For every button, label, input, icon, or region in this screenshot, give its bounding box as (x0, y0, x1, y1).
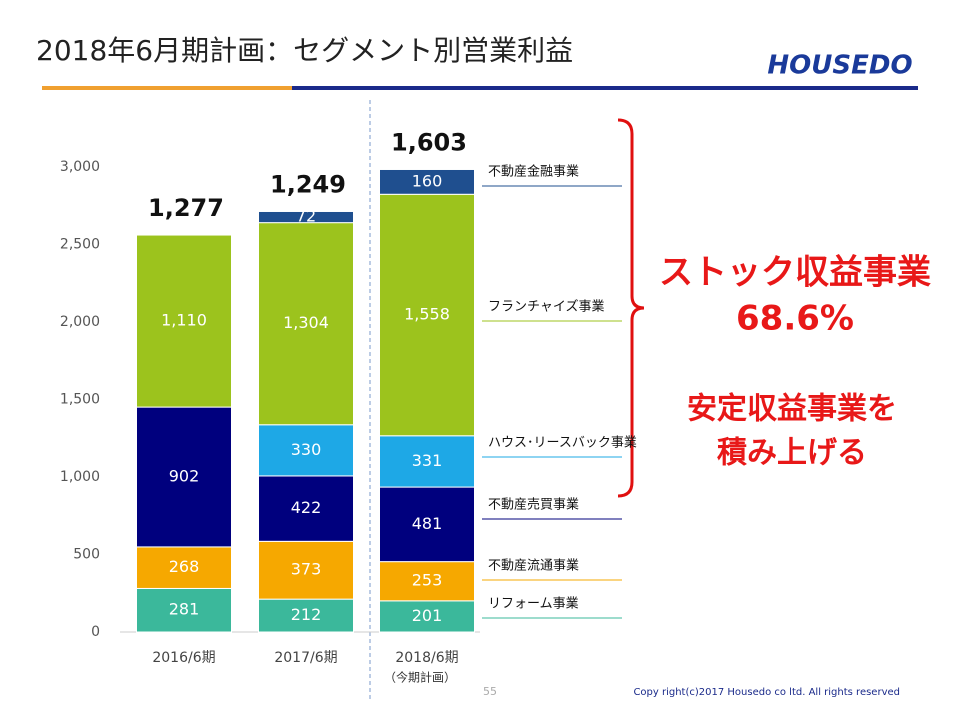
slide-title: 2018年6月期計画：セグメント別営業利益 (36, 34, 573, 67)
x-tick-label: 2017/6期 (274, 650, 337, 666)
y-tick-label: 1,000 (60, 469, 100, 485)
bar-segment (379, 168, 475, 195)
y-tick-label: 500 (73, 547, 100, 563)
data-label: 373 (291, 560, 322, 579)
logo: HOUSEDO (767, 51, 912, 81)
bar-segment (258, 598, 354, 633)
data-label: 330 (291, 440, 322, 459)
y-tick-label: 2,500 (60, 237, 100, 253)
copyright: Copy right(c)2017 Housedo co ltd. All ri… (633, 687, 900, 698)
y-tick-label: 3,000 (60, 159, 100, 175)
legend-label: フランチャイズ事業 (488, 299, 604, 315)
legend-label: 不動産金融事業 (488, 164, 579, 180)
annotation: 68.6% (736, 299, 854, 339)
data-label: 422 (291, 498, 322, 517)
data-label: 331 (412, 451, 443, 470)
data-label: 72 (296, 207, 316, 226)
data-label: 268 (169, 557, 200, 576)
bar-segment (258, 210, 354, 224)
bar-segment (379, 600, 475, 633)
title-rule-blue (292, 86, 918, 90)
bar-segment (258, 540, 354, 600)
data-label: 253 (412, 571, 443, 590)
annotation: 積み上げる (717, 436, 867, 471)
data-label: 1,558 (404, 305, 450, 324)
total-label: 1,603 (391, 128, 467, 156)
bar-segment (379, 193, 475, 437)
bar-segment (136, 406, 232, 548)
legend-label: 不動産流通事業 (488, 558, 579, 574)
data-label: 160 (412, 171, 443, 190)
legend-label: 不動産売買事業 (488, 497, 579, 513)
legend-label: リフォーム事業 (488, 596, 579, 612)
data-label: 212 (291, 605, 322, 624)
y-tick-label: 2,000 (60, 314, 100, 330)
data-label: 201 (412, 606, 443, 625)
page-number: 55 (483, 685, 497, 698)
data-label: 902 (169, 467, 200, 486)
y-tick-label: 1,500 (60, 392, 100, 408)
total-label: 1,277 (148, 194, 224, 222)
bar-segment (379, 561, 475, 602)
bar-segment (136, 587, 232, 633)
y-tick-label: 0 (91, 624, 100, 640)
annotation: ストック収益事業 (659, 253, 931, 293)
annotation: 安定収益事業を (687, 392, 897, 427)
title-rule-orange (42, 86, 292, 90)
data-label: 1,304 (283, 313, 329, 332)
total-label: 1,249 (270, 170, 346, 198)
x-tick-label: 2016/6期 (152, 650, 215, 666)
bar-segment (379, 486, 475, 563)
data-label: 481 (412, 514, 443, 533)
brace (617, 118, 645, 498)
bar-segment (258, 424, 354, 477)
bar-segment (258, 475, 354, 542)
x-tick-label: 2018/6期 (395, 650, 458, 666)
bar-segment (258, 222, 354, 426)
bar-segment (136, 234, 232, 408)
data-label: 281 (169, 600, 200, 619)
legend-label: ハウス･リースバック事業 (488, 435, 637, 451)
category-note: （今期計画） (384, 670, 456, 685)
bar-segment (136, 546, 232, 589)
data-label: 1,110 (161, 311, 207, 330)
